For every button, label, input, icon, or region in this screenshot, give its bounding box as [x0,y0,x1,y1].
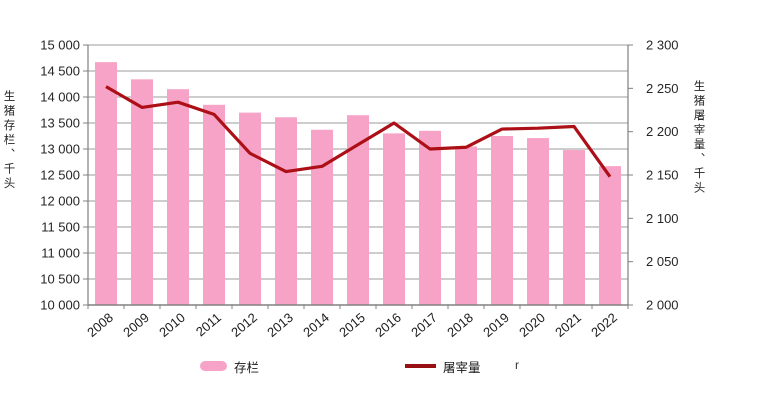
bar-2014 [311,129,333,305]
left-axis-tick-label: 12 500 [40,168,80,183]
right-axis-tick-label: 2 050 [646,254,679,269]
bar-2016 [383,133,405,305]
left-axis-tick-label: 14 000 [40,90,80,105]
x-axis-label-2016: 2016 [372,310,404,340]
left-axis-tick-label: 14 500 [40,64,80,79]
right-axis-tick-label: 2 200 [646,124,679,139]
line-series-swatch-icon [405,364,436,368]
x-axis-label-2019: 2019 [480,310,512,340]
right-axis-tick-label: 2 250 [646,81,679,96]
bar-2022 [599,166,621,305]
legend-line-label: 屠宰量 [443,360,481,375]
left-axis-tick-label: 12 000 [40,194,80,209]
bar-2012 [239,112,261,305]
right-axis-tick-label: 2 150 [646,168,679,183]
left-axis-title: 生猪存栏、千头 [2,90,15,192]
bar-2008 [95,62,117,305]
bar-2017 [419,130,441,305]
right-axis-tick-label: 2 000 [646,298,679,313]
x-axis-label-2018: 2018 [444,310,476,340]
left-axis-tick-label: 10 000 [40,298,80,313]
left-axis-tick-label: 13 000 [40,142,80,157]
x-axis-label-2011: 2011 [193,310,224,339]
x-axis-label-2020: 2020 [516,310,548,340]
x-axis-label-2014: 2014 [300,310,332,340]
x-axis-label-2015: 2015 [336,310,368,340]
bar-2020 [527,138,549,305]
x-axis-label-2009: 2009 [120,310,152,340]
bar-2018 [455,146,477,305]
bar-series-swatch-icon [200,361,227,371]
legend-item-line: 屠宰量 [405,358,481,375]
left-axis-tick-label: 13 500 [40,116,80,131]
left-axis-tick-label: 10 500 [40,272,80,287]
x-axis-label-2017: 2017 [408,310,440,340]
right-axis-title: 生猪屠宰量、千头 [692,80,705,196]
bar-2015 [347,115,369,305]
x-axis-label-2010: 2010 [156,310,188,340]
legend-bar-label: 存栏 [234,360,260,375]
x-axis-label-2022: 2022 [588,310,620,340]
x-axis-label-2013: 2013 [264,310,296,340]
legend-item-bar: 存栏 [200,358,260,375]
right-axis-tick-label: 2 100 [646,211,679,226]
x-axis-label-2008: 2008 [84,310,116,340]
bar-2021 [563,150,585,305]
bar-2010 [167,89,189,305]
right-axis-tick-label: 2 300 [646,38,679,53]
bar-2019 [491,136,513,305]
left-axis-tick-label: 11 500 [41,220,80,235]
slaughter-line [105,85,612,178]
bar-2009 [131,79,153,305]
bar-2011 [203,104,225,305]
left-axis-tick-label: 15 000 [40,38,80,53]
legend-artifact-text: r [515,358,519,372]
bar-2013 [275,117,297,305]
x-axis-label-2021: 2021 [552,310,584,340]
left-axis-tick-label: 11 000 [41,246,80,261]
x-axis-label-2012: 2012 [228,310,260,340]
